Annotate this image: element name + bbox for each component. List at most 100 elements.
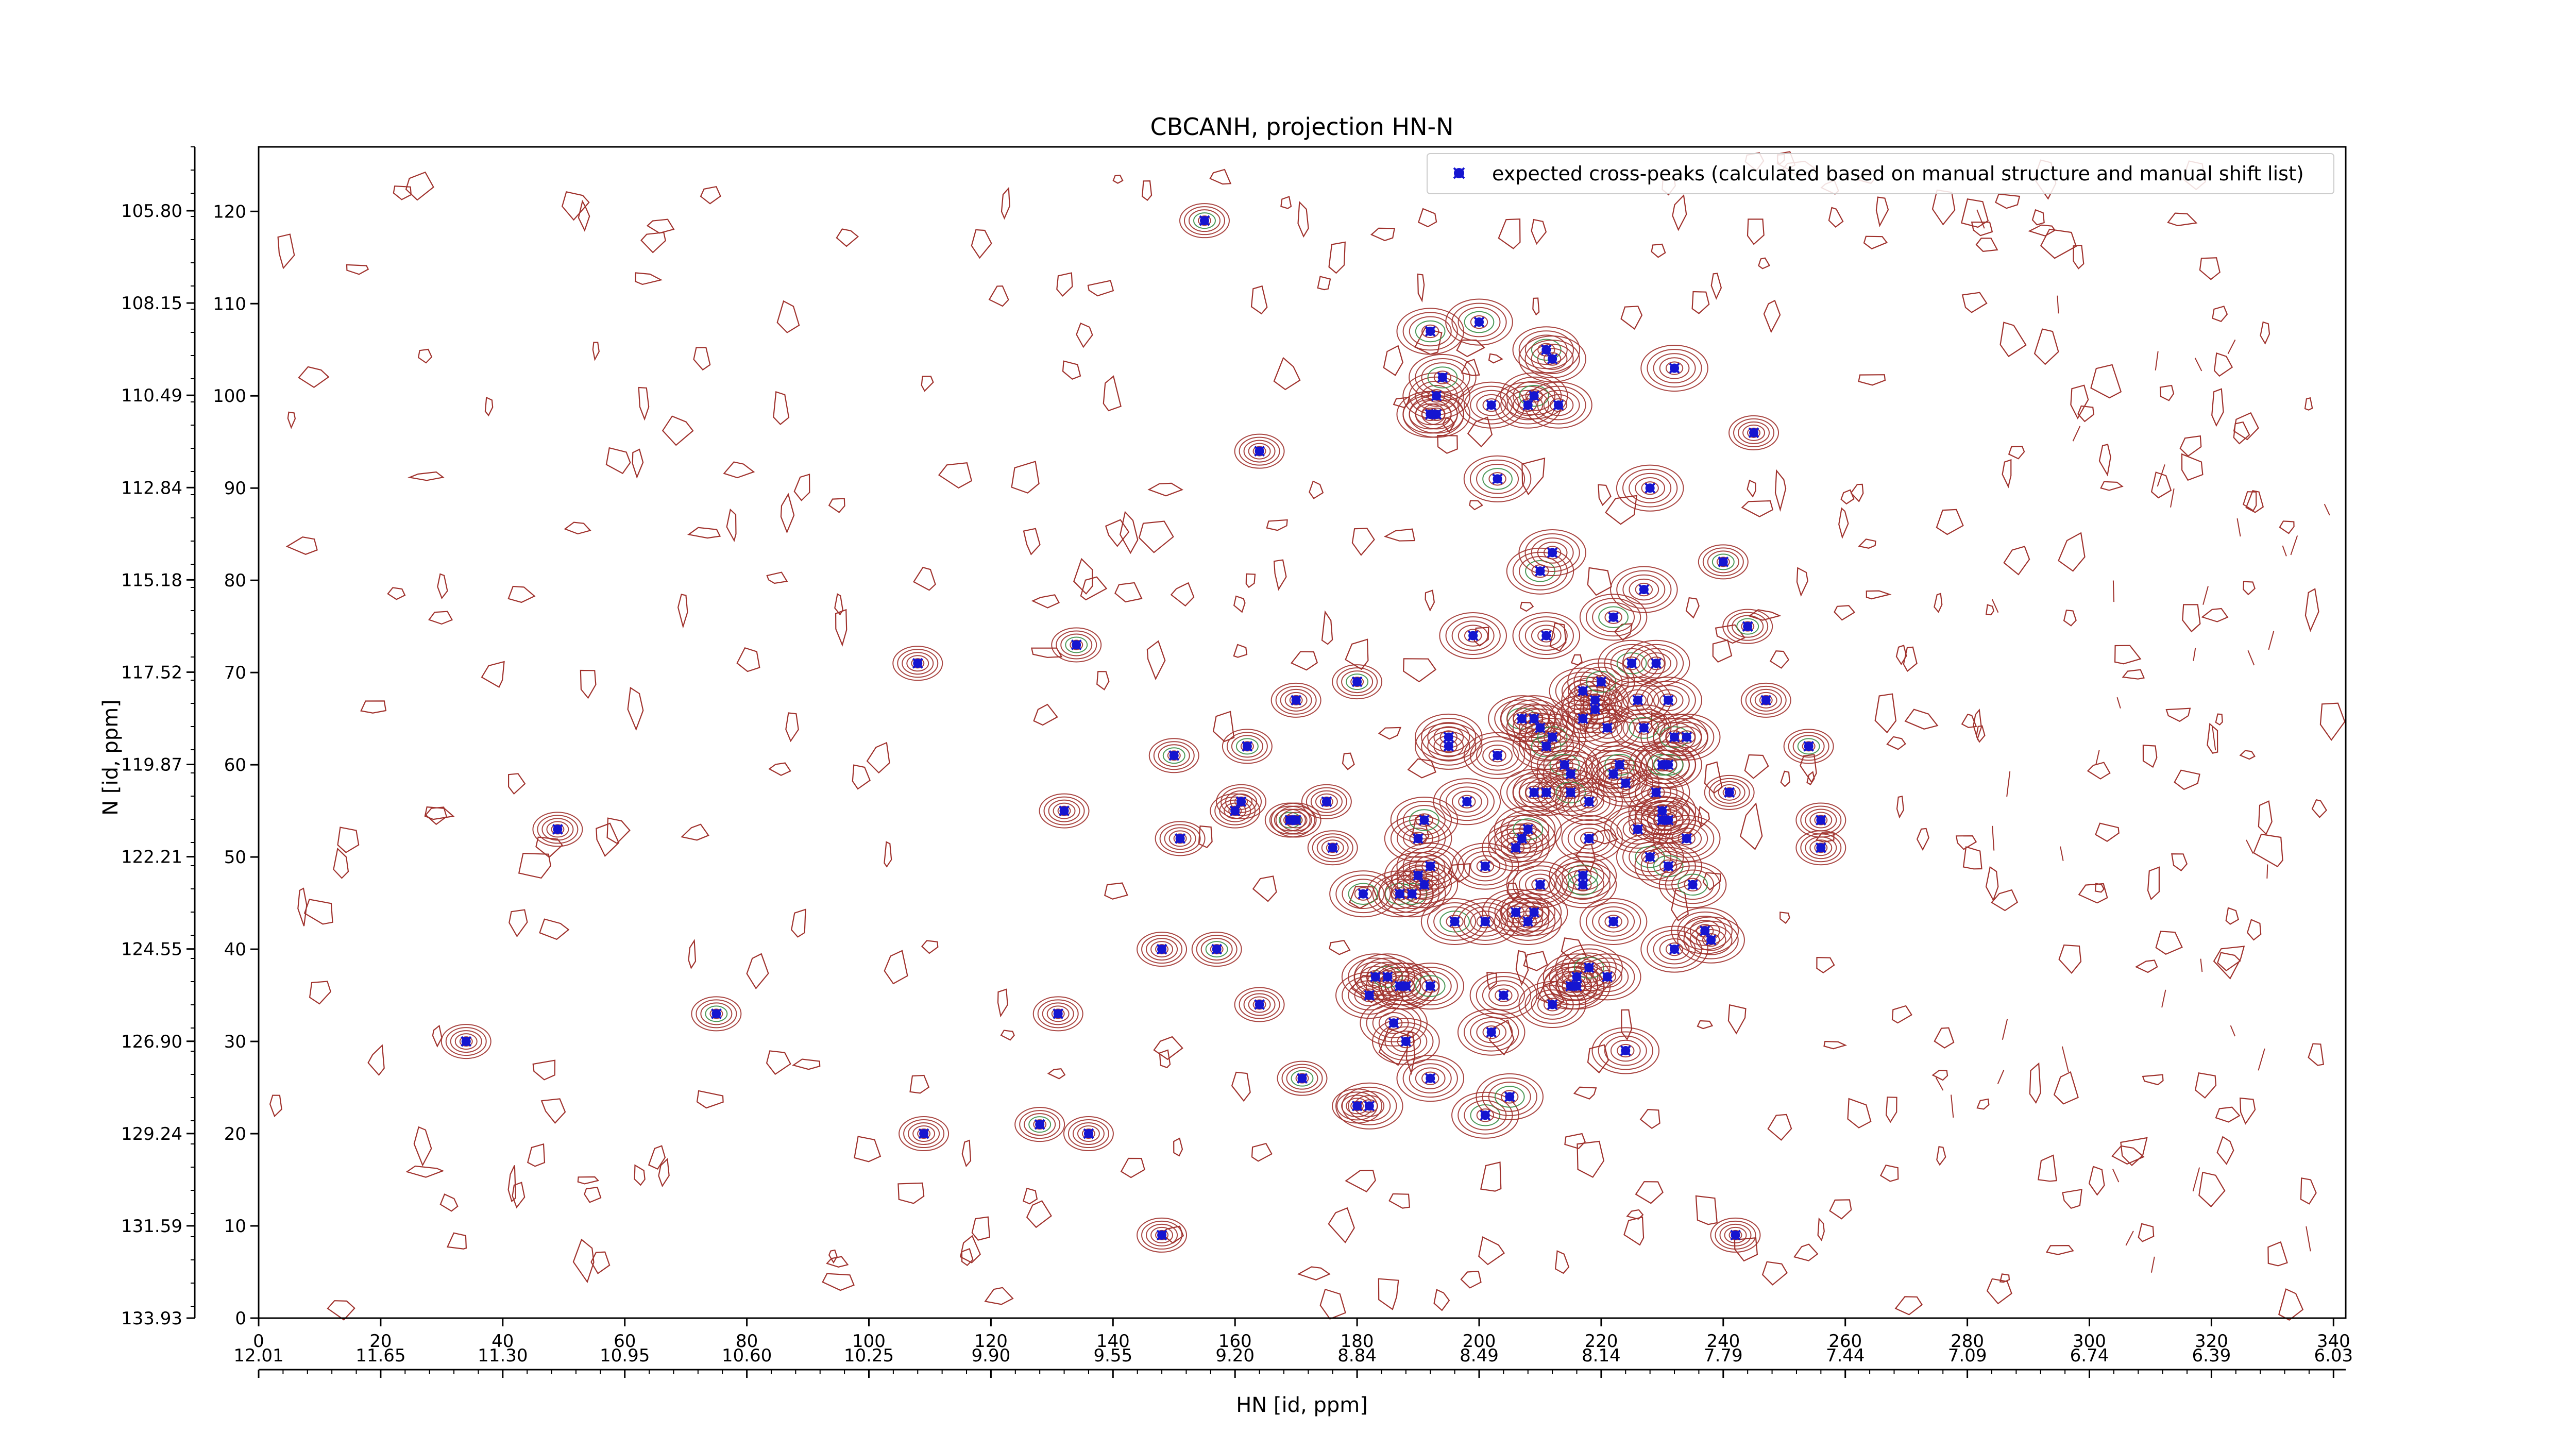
noise-contour: [1903, 646, 1918, 672]
peak-contour: [1248, 443, 1271, 460]
noise-contour: [2212, 306, 2228, 323]
noise-contour: [592, 342, 600, 361]
cross-peak-marker: [1529, 787, 1540, 798]
cross-peak-marker: [1156, 1229, 1167, 1241]
peak-contour: [1549, 753, 1580, 776]
x-index-tick-label: 300: [2073, 1331, 2106, 1352]
noise-contour: [971, 229, 992, 259]
peak-contour: [1724, 1226, 1747, 1243]
peak-contour: [1234, 987, 1285, 1022]
peak-contour: [1464, 851, 1507, 882]
cross-peak-marker: [1492, 750, 1503, 761]
peak-contour: [1567, 952, 1611, 983]
noise-contour: [393, 186, 412, 200]
noise-contour: [2114, 645, 2142, 665]
cross-peak-marker: [1461, 796, 1472, 807]
noise-contour: [2311, 799, 2327, 818]
peak-contour: [1579, 594, 1648, 641]
cross-peak-marker: [1614, 759, 1625, 770]
peak-contour: [1014, 1107, 1065, 1142]
peak-contour: [1671, 828, 1702, 850]
cross-peak-marker: [1492, 473, 1503, 484]
cross-peak-marker: [1535, 565, 1546, 577]
noise-contour: [507, 1165, 517, 1203]
noise-contour: [828, 1249, 838, 1264]
noise-contour: [1985, 604, 1994, 616]
legend: expected cross-peaks (calculated based o…: [1427, 153, 2334, 194]
peak-contour: [1640, 801, 1696, 839]
peak-contour: [1148, 738, 1199, 773]
x-index-tick-label: 280: [1951, 1331, 1984, 1352]
cross-peak-marker: [1577, 870, 1588, 881]
noise-contour: [1378, 1278, 1399, 1310]
peak-contour: [1354, 887, 1372, 901]
noise-contour: [662, 415, 694, 446]
peak-contour: [1525, 905, 1543, 919]
peak-contour: [1321, 839, 1344, 856]
x-ppm-tick-label: 8.84: [1337, 1345, 1377, 1366]
noise-contour: [1702, 872, 1721, 891]
peak-contour: [1277, 1060, 1328, 1096]
noise-contour: [1378, 727, 1402, 740]
noise-contour: [1073, 558, 1093, 595]
noise-contour: [2072, 426, 2081, 442]
noise-contour: [1080, 576, 1108, 601]
noise-contour: [1000, 1030, 1015, 1041]
noise-contour: [432, 1024, 443, 1048]
cross-peak-marker: [1418, 879, 1430, 890]
peak-contour: [1032, 996, 1083, 1032]
peak-contour: [1433, 778, 1501, 825]
noise-contour: [572, 1238, 595, 1284]
peak-contour: [1476, 1021, 1507, 1043]
cross-peak-marker: [1413, 833, 1423, 844]
peak-contour: [1537, 542, 1568, 564]
peak-contour: [1622, 689, 1653, 712]
noise-contour: [285, 536, 318, 555]
noise-contour: [1564, 1133, 1586, 1150]
cross-peak-marker: [1540, 344, 1552, 356]
peak-contour: [1403, 864, 1433, 887]
peak-contour: [1722, 609, 1773, 644]
peak-contour: [445, 1027, 487, 1056]
peak-contour: [1671, 869, 1715, 900]
cross-peak-marker: [1730, 1229, 1741, 1241]
peak-contour: [1805, 836, 1837, 860]
x-index-tick-label: 120: [974, 1331, 1008, 1352]
peak-contour: [1702, 547, 1744, 577]
cross-peak-marker: [1669, 732, 1680, 743]
noise-contour: [746, 953, 769, 989]
noise-contour: [1793, 1243, 1819, 1261]
cross-peak-marker: [1467, 630, 1479, 641]
peak-contour: [1464, 1013, 1519, 1052]
peak-contour: [1809, 812, 1833, 829]
peak-contour: [1727, 612, 1769, 641]
cross-peak-marker: [1443, 740, 1454, 752]
peak-contour: [1179, 203, 1230, 239]
x-index-tick-label: 100: [852, 1331, 886, 1352]
peak-contour: [1598, 763, 1629, 785]
noise-contour: [1863, 235, 1888, 249]
peak-contour: [1604, 767, 1622, 781]
peak-contour: [1629, 578, 1659, 601]
peak-contour: [1543, 546, 1562, 560]
noise-contour: [646, 218, 675, 234]
noise-contour: [1685, 597, 1700, 619]
peak-contour: [1665, 722, 1708, 752]
cross-peak-marker: [1406, 888, 1418, 900]
x-ppm-tick-label: 11.65: [355, 1345, 405, 1366]
x-index-tick-label: 240: [1706, 1331, 1740, 1352]
peak-contour: [1421, 1071, 1439, 1085]
peak-contour: [1421, 324, 1439, 339]
noise-contour: [1847, 1098, 1872, 1128]
peak-contour: [1659, 938, 1690, 961]
noise-contour: [1838, 507, 1849, 540]
noise-contour: [1056, 272, 1073, 297]
peak-contour: [1141, 1220, 1183, 1250]
cross-peak-marker: [1522, 916, 1534, 927]
cross-peak-marker: [1242, 740, 1253, 752]
noise-contour: [1138, 520, 1174, 553]
noise-contour: [2150, 1256, 2155, 1273]
noise-contour: [828, 498, 845, 513]
peak-contour: [1476, 1108, 1495, 1122]
x-index-tick-label: 180: [1341, 1331, 1374, 1352]
